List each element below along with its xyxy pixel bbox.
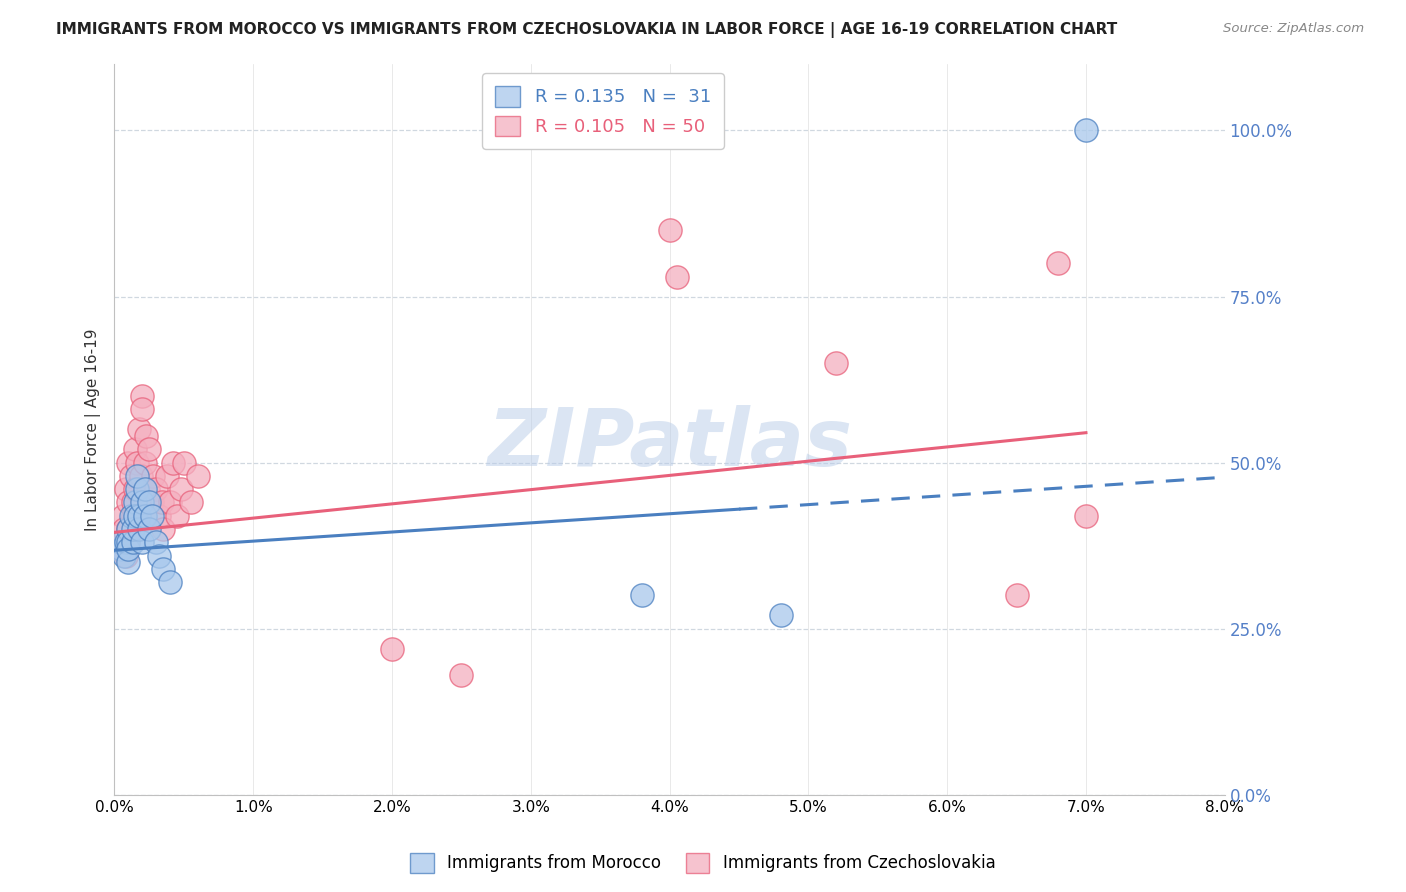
Point: [117, 541, 139, 556]
Point: [112, 522, 135, 536]
Point: [665, 269, 688, 284]
Point: [114, 535, 136, 549]
Point: [136, 482, 159, 496]
Point: [117, 456, 139, 470]
Point: [825, 356, 848, 370]
Point: [166, 508, 188, 523]
Point: [117, 522, 139, 536]
Point: [769, 608, 792, 623]
Point: [121, 508, 143, 523]
Point: [134, 482, 156, 496]
Point: [152, 522, 174, 536]
Point: [111, 508, 134, 523]
Point: [138, 522, 160, 536]
Text: Source: ZipAtlas.com: Source: ZipAtlas.com: [1223, 22, 1364, 36]
Point: [142, 468, 165, 483]
Point: [125, 482, 148, 496]
Point: [138, 495, 160, 509]
Point: [180, 495, 202, 509]
Point: [117, 535, 139, 549]
Point: [1074, 123, 1097, 137]
Point: [124, 442, 146, 457]
Point: [131, 495, 153, 509]
Point: [141, 495, 163, 509]
Point: [128, 422, 150, 436]
Point: [138, 442, 160, 457]
Point: [173, 456, 195, 470]
Point: [128, 522, 150, 536]
Point: [110, 535, 132, 549]
Point: [121, 495, 143, 509]
Y-axis label: In Labor Force | Age 16-19: In Labor Force | Age 16-19: [86, 328, 101, 531]
Text: IMMIGRANTS FROM MOROCCO VS IMMIGRANTS FROM CZECHOSLOVAKIA IN LABOR FORCE | AGE 1: IMMIGRANTS FROM MOROCCO VS IMMIGRANTS FR…: [56, 22, 1118, 38]
Point: [162, 456, 184, 470]
Point: [658, 223, 681, 237]
Point: [651, 123, 673, 137]
Point: [114, 482, 136, 496]
Point: [124, 482, 146, 496]
Point: [120, 468, 142, 483]
Point: [187, 468, 209, 483]
Point: [159, 575, 181, 590]
Point: [125, 456, 148, 470]
Point: [117, 495, 139, 509]
Point: [117, 555, 139, 569]
Point: [148, 549, 170, 563]
Point: [129, 468, 152, 483]
Text: ZIPatlas: ZIPatlas: [486, 405, 852, 483]
Point: [135, 429, 157, 443]
Point: [141, 508, 163, 523]
Point: [637, 123, 659, 137]
Point: [631, 123, 654, 137]
Point: [121, 535, 143, 549]
Point: [131, 389, 153, 403]
Point: [127, 508, 149, 523]
Point: [631, 589, 654, 603]
Point: [110, 535, 132, 549]
Point: [150, 495, 173, 509]
Point: [450, 668, 472, 682]
Point: [134, 456, 156, 470]
Point: [131, 535, 153, 549]
Point: [156, 468, 179, 483]
Legend: R = 0.135   N =  31, R = 0.105   N = 50: R = 0.135 N = 31, R = 0.105 N = 50: [482, 73, 724, 149]
Point: [121, 522, 143, 536]
Point: [644, 123, 666, 137]
Legend: Immigrants from Morocco, Immigrants from Czechoslovakia: Immigrants from Morocco, Immigrants from…: [404, 847, 1002, 880]
Point: [145, 482, 167, 496]
Point: [128, 508, 150, 523]
Point: [120, 508, 142, 523]
Point: [131, 402, 153, 417]
Point: [124, 495, 146, 509]
Point: [1047, 256, 1070, 270]
Point: [125, 468, 148, 483]
Point: [159, 495, 181, 509]
Point: [1074, 508, 1097, 523]
Point: [117, 522, 139, 536]
Point: [148, 508, 170, 523]
Point: [117, 535, 139, 549]
Point: [110, 541, 132, 556]
Point: [134, 508, 156, 523]
Point: [1005, 589, 1028, 603]
Point: [381, 641, 404, 656]
Point: [152, 562, 174, 576]
Point: [124, 508, 146, 523]
Point: [170, 482, 193, 496]
Point: [145, 535, 167, 549]
Point: [114, 549, 136, 563]
Point: [112, 549, 135, 563]
